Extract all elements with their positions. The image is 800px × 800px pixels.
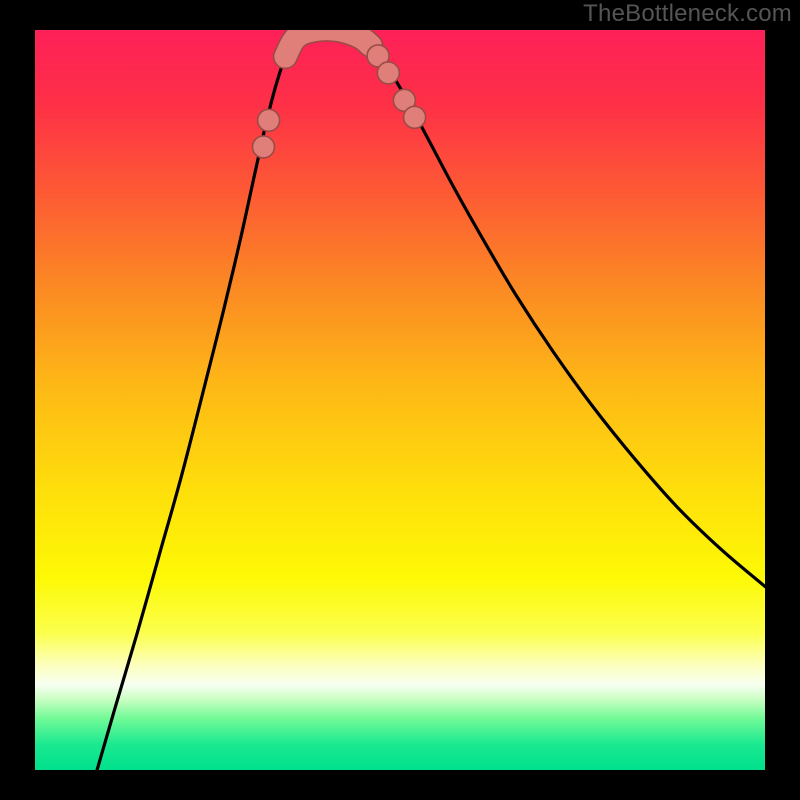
chart-svg <box>0 0 800 800</box>
marker-dot <box>377 62 399 84</box>
marker-dot <box>258 109 280 131</box>
watermark-text: TheBottleneck.com <box>583 0 792 28</box>
marker-dot <box>404 106 426 128</box>
chart-stage: TheBottleneck.com <box>0 0 800 800</box>
marker-dot <box>252 136 274 158</box>
plot-gradient-background <box>35 30 765 770</box>
